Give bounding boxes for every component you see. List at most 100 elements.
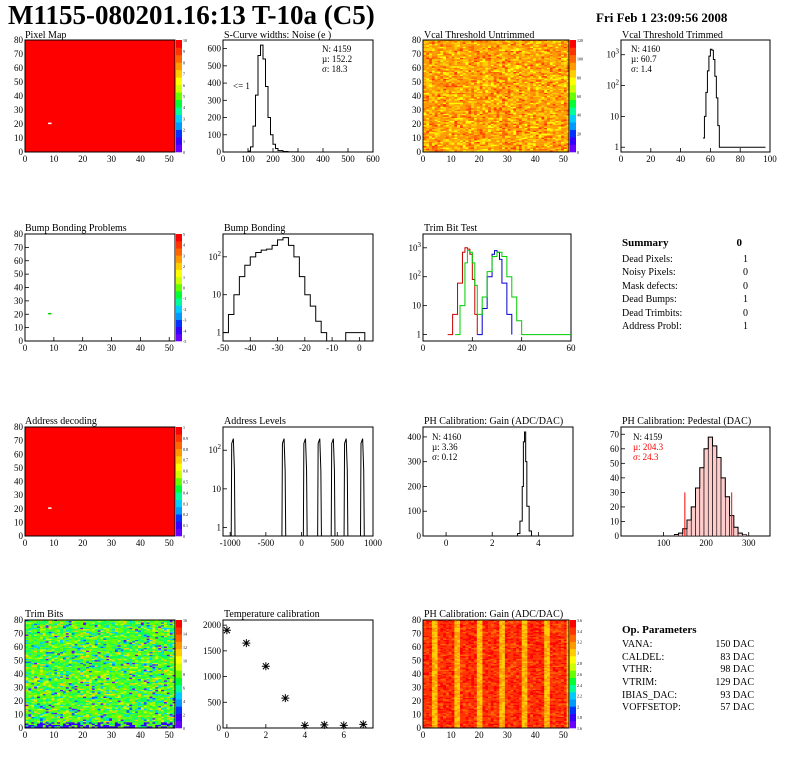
trim_bits-heat-cell bbox=[25, 658, 29, 661]
vcal_untrimmed-heat-cell bbox=[443, 101, 447, 103]
vcal_untrimmed-heat-cell bbox=[443, 85, 447, 88]
bump_problems-ytick-label: 50 bbox=[14, 269, 24, 279]
vcal_untrimmed-heat-cell bbox=[437, 122, 441, 124]
trim_bits-heat-cell bbox=[28, 669, 32, 671]
vcal_untrimmed-heat-cell bbox=[547, 124, 551, 127]
vcal_untrimmed-heat-cell bbox=[462, 109, 466, 112]
vcal_untrimmed-heat-cell bbox=[423, 56, 427, 58]
vcal_untrimmed-heat-cell bbox=[533, 119, 537, 121]
vcal_untrimmed-heat-cell bbox=[496, 87, 500, 89]
vcal_untrimmed-heat-cell bbox=[524, 54, 528, 57]
vcal_untrimmed-heat-cell bbox=[423, 67, 427, 70]
vcal_untrimmed-heat-cell bbox=[482, 108, 486, 110]
vcal_untrimmed-heat-cell bbox=[423, 74, 427, 77]
vcal_untrimmed-heat-cell bbox=[462, 63, 466, 65]
vcal_untrimmed-heat-cell bbox=[549, 64, 553, 67]
vcal_untrimmed-heat-cell bbox=[504, 138, 508, 141]
vcal_untrimmed-colorbar-segment bbox=[570, 122, 576, 130]
vcal_untrimmed-heat-cell bbox=[510, 144, 514, 147]
vcal_untrimmed-heat-cell bbox=[555, 127, 559, 130]
vcal_untrimmed-heat-cell bbox=[518, 98, 522, 100]
bump_problems-ytick-label: 80 bbox=[14, 229, 24, 239]
vcal_untrimmed-heat-cell bbox=[530, 87, 534, 89]
vcal_untrimmed-heat-cell bbox=[496, 59, 500, 61]
vcal_untrimmed-heat-cell bbox=[471, 78, 475, 81]
vcal_untrimmed-heat-cell bbox=[535, 42, 539, 44]
vcal_untrimmed-heat-cell bbox=[552, 49, 556, 51]
vcal_untrimmed-heat-cell bbox=[474, 60, 478, 63]
trim_bits-heat-cell bbox=[37, 678, 41, 681]
vcal_untrimmed-heat-cell bbox=[541, 127, 545, 130]
vcal_untrimmed-heat-cell bbox=[549, 124, 553, 127]
vcal_untrimmed-heat-cell bbox=[530, 127, 534, 130]
vcal_untrimmed-heat-cell bbox=[561, 140, 565, 142]
vcal_untrimmed-heat-cell bbox=[460, 63, 464, 65]
vcal_untrimmed-heat-cell bbox=[462, 127, 466, 130]
trim_bits-heat-cell bbox=[34, 709, 38, 712]
vcal_untrimmed-heat-cell bbox=[445, 64, 449, 67]
vcal_untrimmed-heat-cell bbox=[521, 95, 525, 98]
vcal_untrimmed-heat-cell bbox=[552, 74, 556, 77]
vcal_untrimmed-heat-cell bbox=[499, 57, 503, 60]
vcal_untrimmed-heat-cell bbox=[521, 137, 525, 140]
vcal_untrimmed-heat-cell bbox=[561, 61, 565, 64]
trim_bits-heat-cell bbox=[34, 696, 38, 698]
trim_bits-heat-cell bbox=[37, 720, 41, 723]
vcal_untrimmed-heat-cell bbox=[496, 71, 500, 74]
vcal_untrimmed-heat-cell bbox=[476, 82, 480, 85]
vcal_untrimmed-heat-cell bbox=[434, 141, 438, 144]
trim_bits-heat-cell bbox=[34, 726, 38, 728]
vcal_untrimmed-heat-cell bbox=[566, 138, 570, 141]
vcal_untrimmed-heat-cell bbox=[544, 145, 548, 148]
vcal_untrimmed-heat-cell bbox=[561, 53, 565, 56]
vcal_untrimmed-heat-cell bbox=[440, 112, 444, 114]
vcal_untrimmed-heat-cell bbox=[454, 91, 458, 93]
vcal_untrimmed-heat-cell bbox=[530, 115, 534, 117]
trim_bits-heat-cell bbox=[42, 701, 46, 704]
vcal_untrimmed-heat-cell bbox=[451, 103, 455, 106]
vcal_untrimmed-heat-cell bbox=[555, 57, 559, 60]
vcal_untrimmed-heat-cell bbox=[518, 106, 522, 109]
trim_bits-heat-cell bbox=[34, 664, 38, 666]
vcal_untrimmed-heat-cell bbox=[440, 68, 444, 71]
vcal_untrimmed-heat-cell bbox=[499, 92, 503, 95]
vcal_untrimmed-heat-cell bbox=[561, 96, 565, 99]
vcal_untrimmed-heat-cell bbox=[499, 102, 503, 105]
vcal_untrimmed-heat-cell bbox=[499, 110, 503, 113]
vcal_untrimmed-heat-cell bbox=[468, 75, 472, 78]
vcal_untrimmed-heat-cell bbox=[538, 137, 542, 140]
trim_bits-heat-cell bbox=[39, 674, 43, 677]
vcal_untrimmed-heat-cell bbox=[563, 95, 567, 98]
vcal_untrimmed-heat-cell bbox=[471, 96, 475, 99]
vcal_untrimmed-heat-cell bbox=[474, 45, 478, 47]
trim_bits-heat-cell bbox=[31, 638, 35, 640]
vcal_untrimmed-heat-cell bbox=[549, 68, 553, 71]
vcal_untrimmed-heat-cell bbox=[431, 59, 435, 61]
trim_bits-heat-cell bbox=[25, 697, 29, 700]
trim_bits-heat-cell bbox=[28, 633, 32, 635]
trim_bits-heat-cell bbox=[42, 631, 46, 634]
trim_bits-heat-cell bbox=[31, 708, 35, 711]
vcal_untrimmed-heat-cell bbox=[462, 54, 466, 57]
vcal_untrimmed-heat-cell bbox=[527, 144, 531, 147]
vcal_untrimmed-heat-cell bbox=[460, 148, 464, 151]
vcal_untrimmed-heat-cell bbox=[538, 84, 542, 86]
vcal_untrimmed-heat-cell bbox=[502, 66, 506, 68]
vcal_untrimmed-heat-cell bbox=[468, 134, 472, 137]
vcal_untrimmed-heat-cell bbox=[440, 115, 444, 117]
vcal_untrimmed-heat-cell bbox=[460, 94, 464, 96]
vcal_untrimmed-heat-cell bbox=[479, 98, 483, 100]
vcal_untrimmed-heat-cell bbox=[518, 102, 522, 105]
vcal_untrimmed-heat-cell bbox=[445, 131, 449, 134]
vcal_untrimmed-heat-cell bbox=[530, 134, 534, 137]
vcal_untrimmed-heat-cell bbox=[443, 98, 447, 100]
vcal_untrimmed-heat-cell bbox=[445, 133, 449, 135]
vcal_untrimmed-heat-cell bbox=[474, 57, 478, 60]
trim_bits-heat-cell bbox=[39, 666, 43, 669]
vcal_untrimmed-heat-cell bbox=[552, 122, 556, 124]
vcal_untrimmed-heat-cell bbox=[454, 85, 458, 88]
vcal_untrimmed-heat-cell bbox=[482, 144, 486, 147]
vcal_untrimmed-heat-cell bbox=[547, 131, 551, 134]
trim_bits-heat-cell bbox=[37, 693, 41, 696]
vcal_untrimmed-heat-cell bbox=[510, 143, 514, 145]
